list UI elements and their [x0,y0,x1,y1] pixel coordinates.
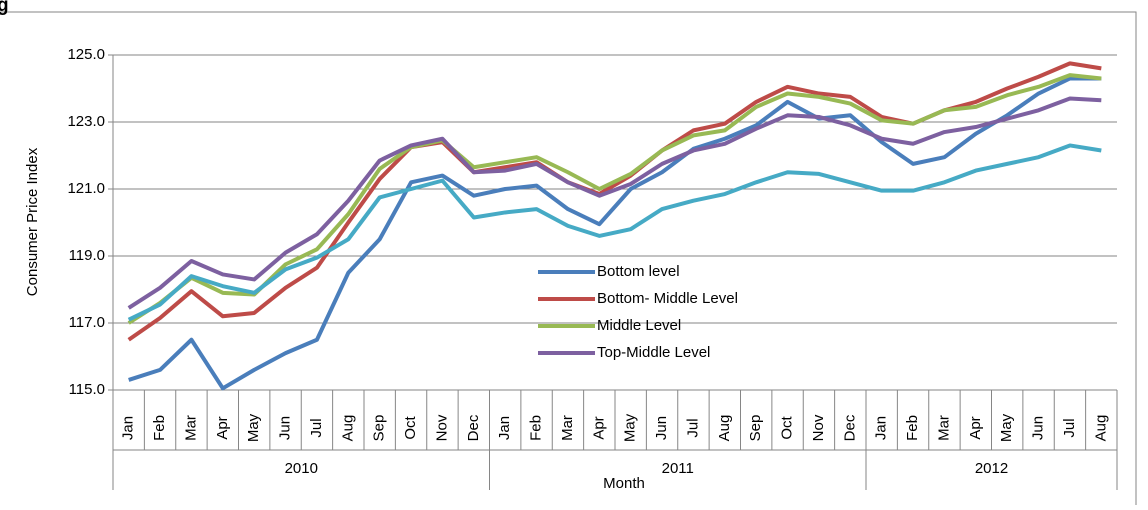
y-tick-label: 123.0 [67,113,105,130]
x-tick-label: Feb [904,415,921,441]
x-tick-label: Dec [465,414,482,441]
x-tick-label: Jun [653,416,670,440]
x-tick-label: Mar [935,415,952,441]
legend-label: Middle Level [597,317,681,334]
x-tick-label: May [245,413,262,442]
x-tick-label: Dec [841,414,858,441]
x-tick-label: Nov [433,414,450,441]
legend-label: Top-Middle Level [597,344,710,361]
x-tick-label: Feb [151,415,168,441]
x-tick-label: Apr [967,416,984,439]
x-tick-label: Jan [120,416,137,440]
x-tick-label: Mar [182,415,199,441]
x-tick-label: Sep [371,415,388,442]
x-axis-label: Month [603,475,645,492]
x-tick-label: Mar [559,415,576,441]
chart-border [0,11,1137,510]
x-tick-label: Apr [214,416,231,439]
y-tick-label: 115.0 [69,381,105,398]
x-tick-label: Nov [810,414,827,441]
x-tick-label: Jul [308,418,325,437]
x-tick-label: Jul [1061,418,1078,437]
legend-label: Bottom level [597,263,680,280]
x-tick-label: Jan [873,416,890,440]
x-tick-label: May [998,413,1015,442]
x-tick-label: Sep [747,415,764,442]
x-tick-label: Feb [528,415,545,441]
x-tick-label: Apr [590,416,607,439]
y-tick-label: 117.0 [69,314,105,331]
series-line [127,73,1102,325]
group-label: 2010 [285,460,318,477]
x-tick-label: Jun [277,416,294,440]
x-tick-label: May [622,413,639,442]
x-tick-label: Aug [716,415,733,442]
chart-title: g [0,0,9,16]
x-tick-label: Aug [1092,415,1109,442]
y-tick-label: 125.0 [67,46,105,63]
x-tick-label: Jun [1030,416,1047,440]
x-tick-label: Jan [496,416,513,440]
series-line [127,96,1102,310]
x-tick-label: Oct [779,416,796,440]
y-axis-label: Consumer Price Index [24,147,41,296]
x-tick-label: Jul [684,418,701,437]
series-line [128,76,1102,391]
group-label: 2012 [975,460,1008,477]
legend-label: Bottom- Middle Level [597,290,738,307]
y-tick-label: 121.0 [67,180,105,197]
series-line [127,143,1102,322]
y-tick-label: 119.0 [69,247,105,264]
x-tick-label: Oct [402,416,419,440]
group-label: 2011 [662,460,694,477]
x-tick-label: Aug [339,415,356,442]
